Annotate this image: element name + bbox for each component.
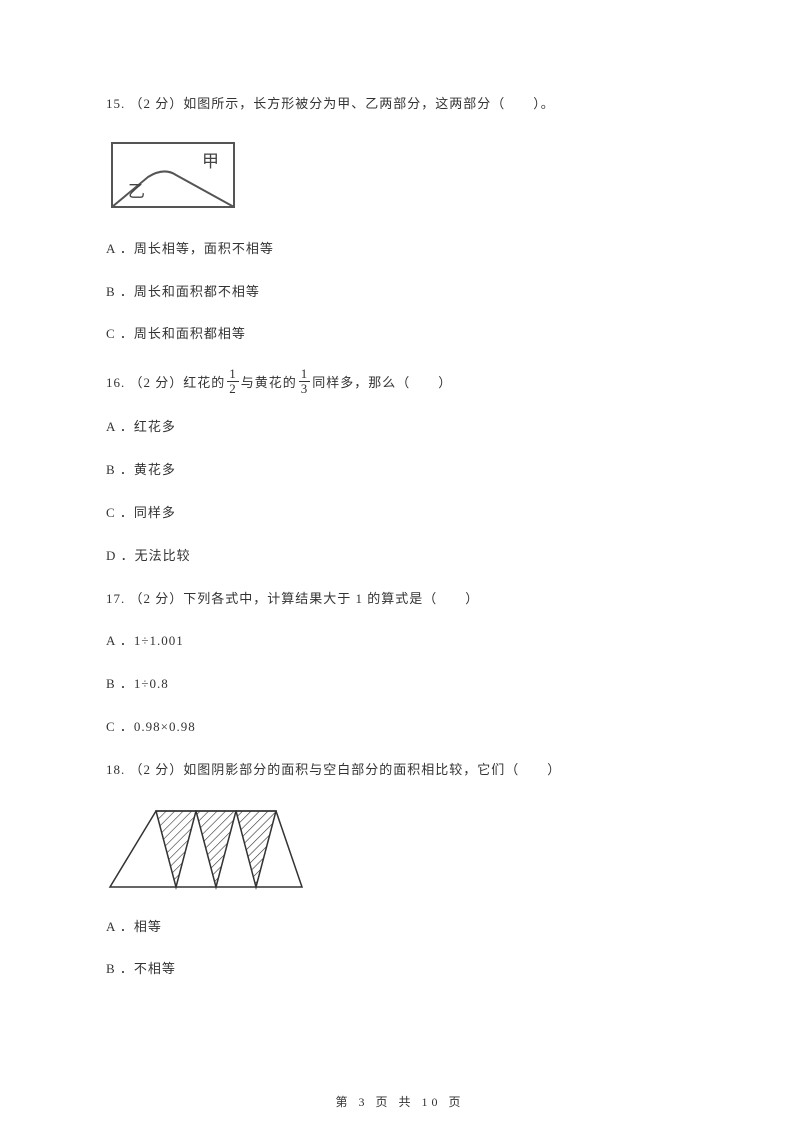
svg-text:甲: 甲 xyxy=(202,152,219,171)
q16-suffix: 同样多，那么（ ） xyxy=(312,372,452,391)
svg-text:乙: 乙 xyxy=(128,182,145,201)
q16-frac2-den: 3 xyxy=(299,382,311,396)
q16-frac2: 1 3 xyxy=(299,367,311,395)
q16-frac1-num: 1 xyxy=(227,367,239,382)
q15-option-b[interactable]: B ．周长和面积都不相等 xyxy=(106,282,694,303)
q18-option-a[interactable]: A ．相等 xyxy=(106,917,694,938)
q16-heading: 16. （2 分）红花的 1 2 与黄花的 1 3 同样多，那么（ ） xyxy=(106,367,694,395)
q18-option-b[interactable]: B ．不相等 xyxy=(106,959,694,980)
q16-frac1-den: 2 xyxy=(227,382,239,396)
q16-option-a[interactable]: A ．红花多 xyxy=(106,417,694,438)
q16-mid: 与黄花的 xyxy=(241,372,297,391)
q15-option-c[interactable]: C ．周长和面积都相等 xyxy=(106,324,694,345)
page-footer: 第 3 页 共 10 页 xyxy=(0,1093,800,1110)
q16-option-d[interactable]: D ．无法比较 xyxy=(106,546,694,567)
q15-figure: 甲 乙 xyxy=(106,137,694,217)
q17-option-b[interactable]: B ．1÷0.8 xyxy=(106,674,694,695)
q16-option-b[interactable]: B ．黄花多 xyxy=(106,460,694,481)
q17-heading: 17. （2 分）下列各式中，计算结果大于 1 的算式是（ ） xyxy=(106,589,694,610)
q15-option-a[interactable]: A ．周长相等，面积不相等 xyxy=(106,239,694,260)
q17-option-a[interactable]: A ．1÷1.001 xyxy=(106,631,694,652)
q17-option-c[interactable]: C ．0.98×0.98 xyxy=(106,717,694,738)
q18-heading: 18. （2 分）如图阴影部分的面积与空白部分的面积相比较，它们（ ） xyxy=(106,760,694,781)
q15-heading: 15. （2 分）如图所示，长方形被分为甲、乙两部分，这两部分（ ）。 xyxy=(106,94,694,115)
q16-frac1: 1 2 xyxy=(227,367,239,395)
q16-option-c[interactable]: C ．同样多 xyxy=(106,503,694,524)
q18-figure xyxy=(106,803,694,895)
q16-frac2-num: 1 xyxy=(299,367,311,382)
q16-prefix: 16. （2 分）红花的 xyxy=(106,372,225,391)
